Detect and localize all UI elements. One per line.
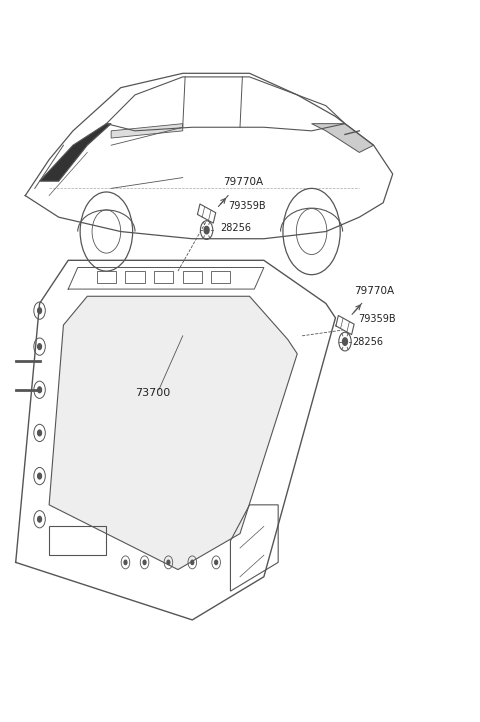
Text: 28256: 28256	[352, 336, 383, 347]
Polygon shape	[39, 123, 111, 181]
Circle shape	[143, 560, 146, 565]
Polygon shape	[154, 271, 173, 283]
Circle shape	[37, 473, 41, 479]
Text: 79359B: 79359B	[228, 201, 266, 212]
Polygon shape	[183, 271, 202, 283]
Polygon shape	[211, 271, 230, 283]
Circle shape	[37, 387, 41, 393]
Circle shape	[343, 338, 348, 345]
Text: 28256: 28256	[220, 223, 251, 233]
Circle shape	[37, 308, 41, 313]
Circle shape	[37, 430, 41, 436]
Circle shape	[191, 560, 194, 565]
Circle shape	[215, 560, 217, 565]
Polygon shape	[312, 123, 373, 152]
Text: 73700: 73700	[135, 388, 170, 399]
Circle shape	[37, 344, 41, 349]
Polygon shape	[49, 296, 297, 570]
Polygon shape	[111, 123, 183, 138]
Circle shape	[204, 227, 209, 234]
Circle shape	[37, 516, 41, 522]
Circle shape	[124, 560, 127, 565]
Text: 79770A: 79770A	[223, 177, 264, 187]
Polygon shape	[125, 271, 144, 283]
Text: 79770A: 79770A	[355, 286, 395, 296]
Circle shape	[167, 560, 170, 565]
Polygon shape	[97, 271, 116, 283]
Text: 79359B: 79359B	[359, 314, 396, 324]
